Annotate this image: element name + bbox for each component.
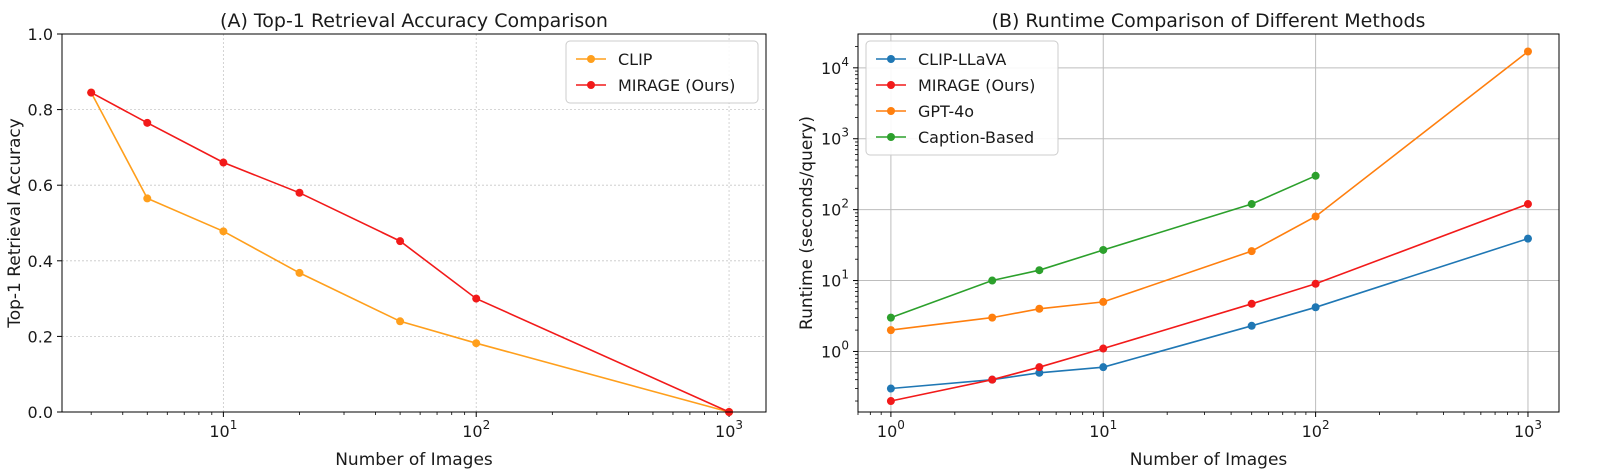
data-point [886,384,895,393]
data-point [886,397,895,406]
legend-label: GPT-4o [918,102,974,121]
data-point [1247,299,1256,308]
data-point [1035,368,1044,377]
panel-a: 101 102 103 0.0 0.2 0.4 0.6 0.8 1.0 (A) Top-1 Ret… [5,10,767,470]
x-tick-label: 102 [1302,418,1330,441]
legend: CLIP MIRAGE (Ours) [565,40,759,104]
series-line [890,175,1316,319]
data-point [1311,212,1320,221]
y-tick-label: 1.0 [28,25,53,44]
y-axis-label: Top-1 Retrieval Accuracy [5,118,25,329]
data-point [472,339,481,348]
chart-title: (B) Runtime Comparison of Different Meth… [992,10,1426,32]
y-tick-label: 100 [821,338,849,361]
y-tick-label: 104 [821,55,849,78]
legend-marker [587,81,595,89]
x-tick-label: 103 [715,418,743,441]
data-point [1035,266,1044,275]
data-point [1523,47,1532,56]
x-axis-label: Number of Images [1130,450,1288,470]
data-point [143,194,152,203]
x-axis-label: Number of Images [335,450,493,470]
data-point [295,268,304,277]
legend-label: CLIP [618,50,653,69]
chart-title: (A) Top-1 Retrieval Accuracy Comparison [220,10,608,32]
data-point [1099,363,1108,372]
data-point [988,313,997,322]
axes-frame [857,33,1560,413]
data-point [87,88,96,97]
data-point [1311,303,1320,312]
legend-label: CLIP-LLaVA [918,50,1006,69]
legend-marker [887,133,895,141]
y-tick-label: 103 [821,126,849,149]
legend: CLIP-LLaVA MIRAGE (Ours) GPT-4o Caption-Bas… [865,40,1059,156]
y-tick-label: 0.4 [28,252,53,271]
data-point [1311,171,1320,180]
panel-b: 100 101 102 103 100 101 102 103 104 (B) Runtime C… [797,10,1560,470]
data-point [988,276,997,285]
data-point [472,294,481,303]
x-tick-label: 103 [1514,418,1542,441]
data-point [1311,279,1320,288]
data-point [396,237,405,246]
data-point [1523,234,1532,243]
data-point [295,188,304,197]
x-tick-label: 101 [209,418,237,441]
data-point [1035,363,1044,372]
x-tick-label: 100 [877,418,905,441]
y-tick-label: 0.8 [28,101,53,120]
legend-label: MIRAGE (Ours) [918,76,1035,95]
series-line [890,203,1529,402]
y-axis-label: Runtime (seconds/query) [797,116,817,330]
data-point [1247,247,1256,256]
y-tick-label: 102 [821,197,849,220]
data-point [1035,304,1044,313]
legend-box [565,40,759,104]
y-tick-label: 0.6 [28,176,53,195]
data-point [1099,297,1108,306]
legend-marker [887,55,895,63]
y-tick-label: 0.0 [28,403,53,422]
data-point [1523,200,1532,209]
legend-marker [587,55,595,63]
data-point [1247,321,1256,330]
data-point [143,118,152,127]
legend-label: MIRAGE (Ours) [618,76,735,95]
data-point [396,317,405,326]
data-point [1099,344,1108,353]
data-point [1099,245,1108,254]
legend-box [865,40,1059,156]
data-point [988,375,997,384]
data-point [219,227,228,236]
data-point [1247,200,1256,209]
x-tick-label: 102 [462,418,490,441]
axes-frame [61,33,767,413]
data-point [219,158,228,167]
legend-marker [887,107,895,115]
data-point [886,313,895,322]
legend-marker [887,81,895,89]
y-tick-label: 101 [821,268,849,291]
series-line [890,237,1529,390]
x-tick-label: 101 [1089,418,1117,441]
data-point [886,326,895,335]
legend-label: Caption-Based [918,128,1034,147]
y-tick-label: 0.2 [28,327,53,346]
series-line [90,91,730,413]
series-line [90,92,730,413]
